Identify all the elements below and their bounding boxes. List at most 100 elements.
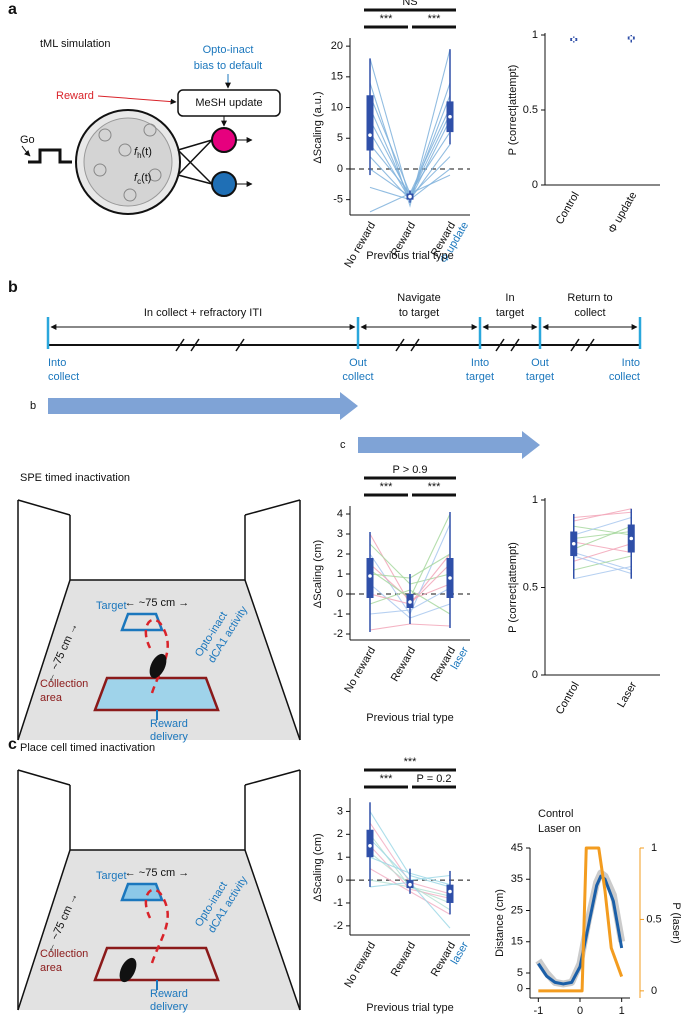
trajectory [144, 888, 169, 964]
unit-tail: (t) [142, 146, 152, 158]
event-label: Out [531, 357, 549, 369]
wall-edge [17, 499, 71, 516]
y2-tick-label: 1 [651, 842, 657, 854]
paired-line [369, 95, 451, 202]
median [448, 889, 452, 894]
unit-tail: (t) [141, 172, 151, 184]
floor [18, 850, 300, 1010]
break-mark [510, 338, 520, 352]
mouse [149, 653, 167, 679]
x-tick-label: 1 [619, 1005, 625, 1017]
y-axis-label: Distance (cm) [494, 889, 506, 957]
y-tick-label: 2 [337, 828, 343, 840]
significance-label: P = 0.2 [417, 773, 452, 785]
panel-label: c [8, 736, 17, 753]
median [368, 133, 372, 137]
median [408, 600, 412, 604]
y-tick-label: -2 [333, 920, 343, 932]
collection-label: Collection [40, 948, 88, 960]
panel-label: b [8, 279, 18, 296]
median [368, 843, 372, 848]
schematic-title: tML simulation [40, 38, 111, 50]
median [368, 574, 372, 578]
mouse [119, 957, 137, 983]
y-tick-label: 5 [337, 132, 343, 144]
arena: Place cell timed inactivation← ~75 cm →←… [17, 742, 301, 1013]
paired-line [573, 543, 632, 562]
paired-line [573, 555, 632, 575]
target-zone [120, 612, 164, 632]
collection-label: area [40, 962, 63, 974]
go-arrow [21, 145, 31, 157]
link [177, 174, 213, 185]
link [177, 149, 213, 185]
neuron [148, 168, 162, 182]
y-tick-label: 35 [511, 873, 523, 885]
x-tick-label: Reward [389, 940, 418, 979]
paired-line [573, 516, 632, 536]
arena: SPE timed inactivation← ~75 cm →← ~75 cm… [17, 472, 301, 743]
y-axis-label: P (correct|attempt) [507, 65, 519, 156]
break-mark [410, 338, 420, 352]
x-tick-label: No reward [342, 645, 378, 695]
median [408, 882, 412, 887]
y-tick-label: 0 [532, 669, 538, 681]
box [446, 884, 454, 903]
phase-label: Navigate [397, 292, 440, 304]
x-axis-label: Time (s) [560, 1019, 600, 1020]
unit-sub: c [137, 177, 141, 186]
wall-edge [244, 769, 301, 786]
update-label: MeSH update [195, 97, 262, 109]
break-mark [570, 338, 580, 352]
paired-line [573, 530, 632, 540]
phase-label: Return to [567, 292, 612, 304]
paired-line [573, 508, 632, 522]
collection-label: Collection [40, 678, 88, 690]
median [571, 37, 576, 42]
arrow-label: c [340, 439, 346, 451]
window-arrow [358, 431, 540, 459]
paired-line [573, 551, 632, 571]
paired-line [573, 565, 632, 580]
event-label: collect [342, 371, 373, 383]
paired-line [573, 541, 632, 554]
y2-tick-label: 0 [651, 985, 657, 997]
significance-label: *** [380, 773, 394, 785]
break-mark [395, 338, 405, 352]
target-zone [120, 882, 164, 902]
wall-edge [244, 499, 301, 516]
y-tick-label: 15 [511, 936, 523, 948]
y-axis-label: ΔScaling (cm) [312, 833, 324, 901]
event-label: target [526, 371, 554, 383]
neuron [118, 143, 132, 157]
arrow-label: b [30, 400, 36, 412]
arena-title: SPE timed inactivation [20, 472, 130, 484]
event-label: Into [471, 357, 489, 369]
event-label: collect [609, 371, 640, 383]
break-mark [495, 338, 505, 352]
y-tick-label: 2 [337, 548, 343, 560]
reward-arrow [97, 95, 177, 105]
significance-label: *** [428, 481, 442, 493]
reward-label: Reward [150, 718, 188, 730]
median [448, 576, 452, 580]
x-tick-label: -1 [533, 1005, 543, 1017]
y-tick-label: 0 [337, 588, 343, 600]
y-tick-label: 0.5 [523, 581, 538, 593]
dimension-label: ← ~75 cm → [125, 597, 190, 609]
median [629, 536, 634, 541]
y-axis-label: ΔScaling (a.u.) [312, 91, 324, 163]
y-tick-label: -5 [333, 194, 343, 206]
dimension-label: ← ~75 cm → [125, 867, 190, 879]
x-tick-label: Control [554, 190, 582, 227]
x-axis-label: Previous trial type [366, 1002, 453, 1014]
paired-line [369, 131, 451, 195]
collection-zone [93, 946, 220, 982]
significance-label: P > 0.9 [393, 464, 428, 476]
neuron [93, 163, 107, 177]
y-tick-label: 45 [511, 842, 523, 854]
collection-label: area [40, 692, 63, 704]
x-tick-label: Reward [389, 645, 418, 684]
x-tick-label: 0 [577, 1005, 583, 1017]
